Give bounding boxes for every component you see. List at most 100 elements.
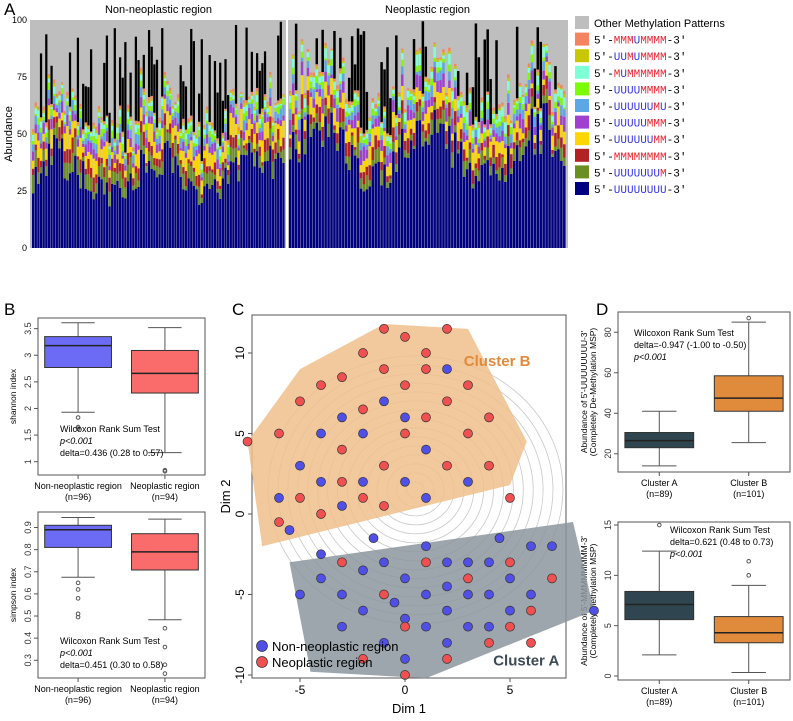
bar-segment [383, 145, 386, 158]
bar-segment [245, 100, 248, 104]
bar-segment [221, 132, 224, 136]
bar-segment [282, 98, 285, 105]
scatter-point [274, 493, 284, 503]
bar-segment [145, 147, 148, 164]
bar-segment [383, 69, 386, 107]
bar-segment [184, 133, 188, 140]
bar-segment [303, 116, 307, 120]
bar-segment [190, 131, 193, 137]
bar-segment [306, 60, 310, 68]
bar-segment [171, 105, 174, 107]
bar-segment [454, 132, 457, 248]
bar-segment [203, 134, 206, 139]
y-axis-label: (Completely Methylation MSP) [588, 543, 598, 658]
scatter-point [526, 541, 536, 552]
bar-segment [498, 142, 501, 154]
scatter-point [463, 573, 473, 584]
bar-segment [498, 108, 501, 111]
bar-segment [412, 112, 416, 119]
bar-segment [445, 148, 448, 248]
bar-segment [82, 146, 85, 153]
bar-segment [216, 143, 219, 148]
bar-segment [347, 119, 351, 125]
bar-segment [277, 152, 280, 248]
bar-segment [97, 166, 101, 177]
bar-segment [291, 54, 295, 56]
bar-segment [124, 187, 127, 199]
bar-segment [454, 63, 457, 66]
scatter-point [442, 605, 452, 616]
bar-segment [187, 143, 190, 150]
bar-segment [306, 67, 310, 77]
bar-segment [258, 167, 261, 248]
bar-segment [84, 126, 87, 133]
bar-segment [527, 88, 531, 104]
bar-segment [495, 40, 498, 114]
bar-segment [536, 69, 540, 72]
bar-segment [121, 163, 124, 179]
bar-segment [271, 132, 275, 136]
bar-segment [477, 158, 481, 171]
scatter-point [421, 557, 431, 568]
bar-segment [129, 157, 132, 174]
bar-segment [282, 94, 285, 96]
bar-segment [312, 76, 316, 78]
bar-segment [359, 34, 363, 128]
bar-segment [442, 58, 445, 63]
bar-segment [386, 155, 389, 167]
bar-segment [271, 149, 275, 162]
bar-segment [507, 74, 510, 78]
bar-segment [145, 113, 148, 117]
bar-segment [248, 107, 251, 120]
bar-segment [60, 82, 64, 84]
bar-segment [289, 90, 292, 94]
scatter-point [316, 476, 326, 487]
bar-segment [374, 111, 377, 116]
bar-segment [454, 68, 457, 78]
bar-segment [548, 72, 551, 79]
bar-segment [95, 153, 98, 161]
bar-segment [303, 93, 307, 96]
bar-segment [368, 118, 372, 121]
bar-segment [198, 123, 201, 127]
bar-segment [321, 74, 324, 76]
bar-segment [557, 87, 560, 97]
bar-segment [442, 62, 445, 74]
bar-segment [279, 98, 282, 101]
bar-segment [250, 99, 253, 104]
bar-segment [211, 172, 214, 186]
scatter-point [295, 460, 305, 471]
bar-segment [542, 79, 545, 85]
bar-segment [277, 128, 280, 140]
bar-segment [179, 128, 182, 131]
scatter-point [421, 348, 431, 358]
bar-segment [291, 131, 295, 248]
outlier-point [656, 522, 662, 528]
bar-segment [356, 96, 360, 101]
bar-segment [105, 165, 109, 183]
bar-segment [289, 102, 292, 110]
x-tick-n: (n=96) [65, 492, 91, 502]
bar-segment [129, 137, 132, 147]
bar-segment [263, 122, 267, 140]
bar-segment [200, 39, 203, 161]
bar-segment [190, 181, 193, 248]
bar-segment [253, 152, 256, 167]
bar-segment [150, 95, 153, 99]
bar-segment [342, 92, 345, 109]
bar-segment [205, 134, 209, 144]
bar-segment [409, 119, 413, 129]
bar-segment [161, 96, 164, 98]
bar-segment [216, 159, 219, 170]
bar-segment [205, 173, 209, 184]
bar-segment [418, 50, 422, 54]
bar-segment [234, 108, 238, 110]
bar-segment [121, 155, 124, 159]
bar-segment [240, 93, 243, 95]
bar-segment [521, 133, 525, 139]
y-tick-label: 0.6 [23, 588, 33, 601]
bar-segment [403, 132, 407, 141]
bar-segment [163, 80, 167, 88]
bar-segment [309, 136, 313, 248]
bar-segment [132, 163, 135, 168]
